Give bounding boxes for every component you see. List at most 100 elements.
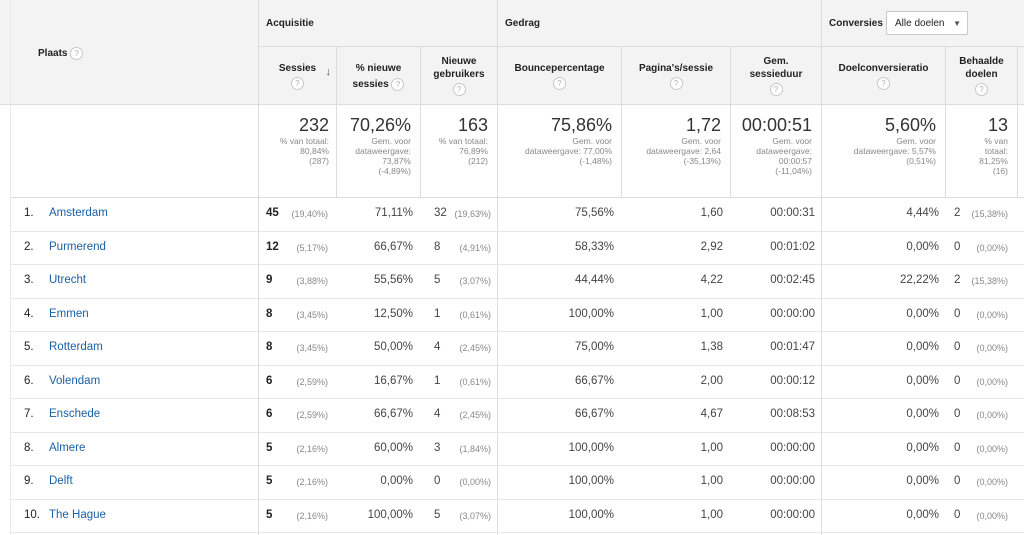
sessions-percent: (2,16%) (296, 510, 328, 521)
total-goals: 13 % van totaal: 81,25% (16) (979, 115, 1008, 176)
column-header-goal-conversion[interactable]: Doelconversieratio ? (838, 63, 929, 90)
sessions-value: 6 (266, 408, 273, 420)
sessions-value: 45 (266, 207, 279, 219)
column-header-sessions[interactable]: Sessies ↓ ? (278, 63, 332, 90)
new-users-percent: (2,45%) (459, 343, 491, 353)
new-users-value: 8 (434, 240, 441, 253)
group-behavior: Gedrag (505, 18, 541, 29)
city-link[interactable]: Almere (49, 441, 86, 454)
duration-value: 00:00:00 (770, 475, 815, 487)
sessions-value: 5 (266, 475, 273, 487)
group-conversions: Conversies (829, 18, 883, 29)
table-row: 3. Utrecht 9 (3,88%) 55,56% 5 (3,07%) 44,44% 4,2… (0, 265, 1024, 299)
table-row: 5. Rotterdam 8 (3,45%) 50,00% 4 (2,45%) 75,00% 1… (0, 332, 1024, 366)
goals-percent: (0,00%) (976, 242, 1008, 253)
sessions-value: 6 (266, 374, 273, 387)
goals-percent: (0,00%) (976, 410, 1008, 420)
total-bounce: 75,86% Gem. voor dataweergave: 77,00% (-… (525, 115, 612, 166)
new-sessions-value: 100,00% (367, 508, 413, 521)
help-icon[interactable]: ? (452, 83, 466, 96)
goals-value: 0 (954, 307, 961, 320)
row-number: 3. (24, 274, 34, 286)
new-sessions-value: 50,00% (373, 341, 413, 353)
total-duration: 00:00:51 Gem. voor dataweergave: 00:00:5… (741, 115, 812, 176)
goals-value: 0 (954, 475, 961, 487)
city-link[interactable]: The Hague (49, 508, 106, 521)
goals-percent: (15,38%) (971, 209, 1008, 219)
goal-conversion-value: 0,00% (906, 441, 939, 454)
goals-value: 2 (954, 274, 961, 286)
goal-conversion-value: 0,00% (906, 475, 939, 487)
column-header-plaats[interactable]: Plaats ? (38, 47, 84, 60)
row-divider (10, 498, 1024, 500)
help-icon[interactable]: ? (70, 47, 84, 60)
row-number: 5. (24, 341, 34, 353)
help-icon[interactable]: ? (877, 77, 890, 90)
table-row: 7. Enschede 6 (2,59%) 66,67% 4 (2,45%) 66,67% 4,… (0, 399, 1024, 433)
column-header-duration[interactable]: Gem. sessieduur ? (749, 56, 803, 96)
sessions-percent: (2,16%) (296, 443, 328, 454)
goals-value: 0 (954, 441, 961, 454)
goal-conversion-value: 0,00% (906, 374, 939, 387)
city-link[interactable]: Utrecht (49, 274, 87, 286)
new-users-percent: (0,61%) (459, 376, 491, 387)
column-header-pages[interactable]: Pagina's/sessie ? (638, 63, 714, 90)
row-number: 10. (24, 508, 40, 521)
bounce-value: 100,00% (568, 307, 614, 320)
help-icon[interactable]: ? (769, 83, 783, 96)
goal-conversion-value: 0,00% (906, 307, 939, 320)
goals-value: 0 (954, 508, 961, 521)
city-link[interactable]: Emmen (49, 307, 89, 320)
column-header-new-users[interactable]: Nieuwe gebruikers ? (433, 56, 485, 96)
sort-arrow-icon[interactable]: ↓ (325, 66, 332, 78)
new-users-percent: (3,07%) (459, 276, 491, 286)
duration-value: 00:00:00 (770, 441, 815, 454)
goal-conversion-value: 0,00% (906, 508, 939, 521)
goals-value: 0 (954, 408, 961, 420)
goals-percent: (0,00%) (976, 443, 1008, 454)
pages-value: 1,00 (700, 441, 723, 454)
sessions-value: 5 (266, 441, 273, 454)
help-icon[interactable]: ? (669, 77, 683, 90)
city-link[interactable]: Delft (49, 475, 73, 487)
column-header-new-sessions[interactable]: % nieuwe sessies ? (337, 62, 420, 91)
table-row: 10. The Hague 5 (2,16%) 100,00% 5 (3,07%) 100,0… (0, 500, 1024, 533)
table-row: 8. Almere 5 (2,16%) 60,00% 3 (1,84%) 100,00% 1,0… (0, 433, 1024, 466)
bounce-value: 100,00% (568, 475, 614, 487)
sessions-percent: (3,45%) (296, 309, 328, 320)
sessions-value: 8 (266, 341, 273, 353)
pages-value: 2,00 (700, 374, 723, 387)
pages-value: 1,38 (700, 341, 723, 353)
city-link[interactable]: Rotterdam (49, 341, 103, 353)
new-users-percent: (0,61%) (459, 309, 491, 320)
bounce-value: 100,00% (568, 508, 614, 521)
help-icon[interactable]: ? (975, 83, 988, 96)
column-header-goals[interactable]: Behaalde doelen ? (959, 56, 1004, 96)
goals-percent: (0,00%) (976, 309, 1008, 320)
new-users-percent: (1,84%) (459, 443, 491, 454)
sessions-value: 12 (266, 240, 279, 253)
city-link[interactable]: Enschede (49, 408, 101, 420)
sessions-percent: (19,40%) (291, 209, 328, 219)
new-sessions-value: 66,67% (373, 240, 413, 253)
new-sessions-value: 66,67% (373, 408, 413, 420)
help-icon[interactable]: ? (291, 77, 304, 90)
help-icon[interactable]: ? (553, 77, 566, 90)
help-icon[interactable]: ? (391, 78, 405, 91)
city-link[interactable]: Purmerend (49, 240, 106, 253)
goal-select-dropdown[interactable]: Alle doelen ▼ (886, 11, 968, 35)
city-link[interactable]: Amsterdam (49, 207, 108, 219)
pages-value: 1,00 (700, 475, 723, 487)
pages-value: 4,22 (700, 274, 723, 286)
column-header-bounce[interactable]: Bouncepercentage ? (514, 63, 605, 90)
bounce-value: 58,33% (574, 240, 614, 253)
row-divider (10, 331, 1024, 332)
row-divider (10, 230, 1024, 232)
new-users-value: 0 (434, 475, 441, 487)
sessions-value: 8 (266, 307, 273, 320)
table-row: 2. Purmerend 12 (5,17%) 66,67% 8 (4,91%) 58,33%… (0, 232, 1024, 265)
pages-value: 2,92 (700, 240, 723, 253)
total-pages: 1,72 Gem. voor dataweergave: 2,64 (-35,1… (646, 115, 721, 166)
city-link[interactable]: Volendam (49, 374, 101, 387)
table-row: 1. Amsterdam 45 (19,40%) 71,11% 32 (19,63%) 75,… (0, 198, 1024, 232)
